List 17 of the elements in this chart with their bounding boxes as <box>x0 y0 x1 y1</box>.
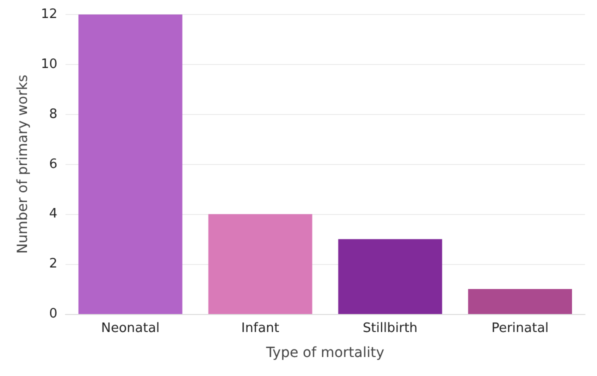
x-tick-label: Infant <box>241 321 280 336</box>
x-tick-label: Neonatal <box>101 321 160 336</box>
x-axis-title: Type of mortality <box>265 345 384 361</box>
y-tick-label: 2 <box>49 256 58 272</box>
y-tick-label: 10 <box>40 56 58 72</box>
y-axis-title: Number of primary works <box>15 74 31 254</box>
bar <box>468 289 572 314</box>
x-tick-label: Perinatal <box>491 321 549 336</box>
y-tick-label: 6 <box>49 156 58 172</box>
x-tick-label: Stillbirth <box>362 321 418 336</box>
bar <box>338 239 442 314</box>
bar <box>208 214 312 314</box>
y-tick-label: 8 <box>49 106 58 122</box>
y-tick-label: 4 <box>49 206 58 222</box>
y-tick-label: 0 <box>49 306 58 322</box>
y-tick-label: 12 <box>40 7 58 22</box>
bar <box>78 14 182 314</box>
